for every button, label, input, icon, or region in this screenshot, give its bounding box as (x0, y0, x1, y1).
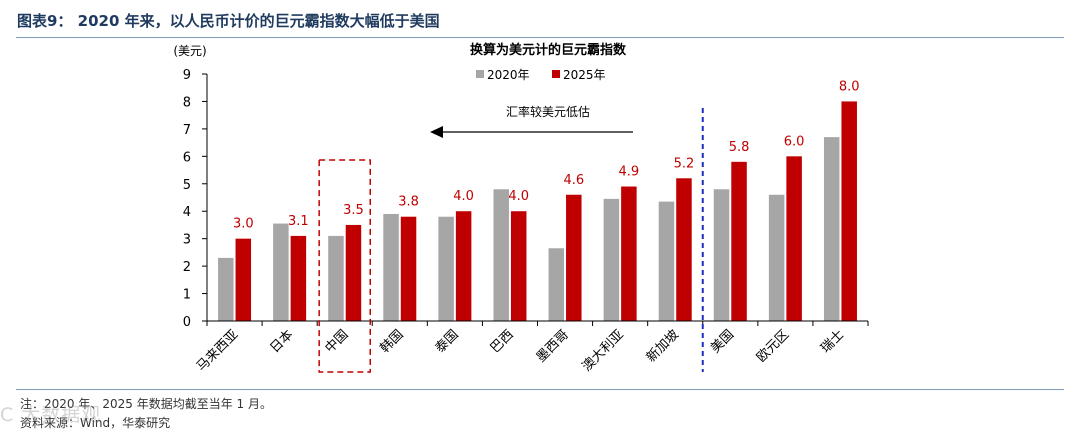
legend: 2020年 2025年 (476, 68, 606, 82)
x-tick-label: 韩国 (378, 327, 407, 356)
y-axis-label: (美元) (173, 44, 206, 58)
bar-2020 (603, 198, 620, 321)
x-tick-label: 墨西哥 (534, 327, 572, 365)
bar-2020 (218, 257, 234, 321)
y-tick-label: 9 (183, 68, 191, 83)
title-rule (16, 37, 1064, 38)
bar-2020 (768, 194, 785, 321)
arrow-annotation: 汇率较美元低估 (506, 104, 590, 119)
bar-2020 (328, 235, 344, 321)
y-tick-label: 5 (183, 178, 191, 193)
bar-2020 (823, 137, 840, 321)
x-tick-label: 美国 (708, 327, 737, 356)
y-tick-label: 7 (183, 123, 191, 138)
bar-2025 (290, 235, 307, 321)
y-tick-label: 1 (183, 288, 191, 303)
footer-rule (16, 389, 1064, 390)
bars: 3.0 3.1 3.5 3.8 4.0 4.0 4.6 4.9 5.2 5.8 6.0 8.0 (218, 79, 860, 321)
bar-2020 (548, 248, 565, 321)
legend-swatch (476, 70, 484, 78)
bar-2025 (786, 156, 802, 321)
data-label: 3.5 (343, 203, 364, 218)
arrow-head-icon (430, 126, 443, 138)
bar-2020 (383, 213, 399, 321)
bar-2025 (566, 194, 582, 321)
bar-2025 (510, 211, 527, 321)
data-label: 3.1 (288, 214, 309, 229)
y-tick-label: 2 (183, 260, 191, 275)
x-axis: 马来西亚 日本 中国 韩国 泰国 巴西 墨西哥 澳大利亚 新加坡 美国 欧元区 瑞士 (194, 320, 869, 375)
bar-2025 (621, 186, 637, 321)
data-label: 3.8 (398, 195, 419, 210)
bar-2020 (438, 216, 454, 321)
y-tick-label: 0 (183, 315, 191, 330)
x-tick-label: 日本 (267, 327, 296, 356)
legend-label: 2020年 (487, 68, 530, 82)
y-tick-label: 8 (183, 95, 191, 110)
bar-2025 (400, 216, 417, 321)
bar-2020 (273, 223, 289, 321)
source-note: 资料来源：Wind，华泰研究 (20, 416, 171, 430)
data-label: 8.0 (839, 79, 860, 94)
legend-swatch (552, 70, 560, 78)
x-tick-label: 澳大利亚 (579, 327, 627, 375)
bar-2025 (676, 178, 692, 321)
bar-2025 (731, 161, 747, 321)
watermark: C 大数据观 (0, 404, 102, 426)
data-label: 5.2 (674, 156, 695, 171)
y-tick-label: 3 (183, 233, 191, 248)
data-label: 4.6 (563, 173, 584, 188)
data-label: 5.8 (729, 140, 750, 155)
bar-2025 (235, 238, 252, 321)
annotations: 汇率较美元低估 (318, 104, 704, 373)
data-label: 6.0 (784, 134, 805, 149)
footnote: 注：2020 年、2025 年数据均截至当年 1 月。 (20, 397, 272, 411)
x-tick-label: 欧元区 (754, 327, 792, 365)
highlight-box (318, 159, 371, 373)
x-tick-label: 巴西 (488, 327, 517, 356)
y-tick-label: 6 (183, 150, 191, 165)
data-label: 3.0 (233, 217, 254, 232)
legend-label: 2025年 (563, 68, 606, 82)
bar-2025 (345, 224, 362, 321)
data-label: 4.0 (453, 189, 474, 204)
bar-2025 (841, 101, 857, 321)
x-tick-label: 马来西亚 (194, 327, 241, 374)
x-tick-label: 新加坡 (643, 327, 682, 366)
x-tick-label: 瑞士 (818, 327, 847, 356)
bar-2020 (493, 189, 509, 321)
x-tick-label: 泰国 (433, 327, 462, 356)
y-axis: 0 1 2 3 4 5 6 7 8 9 (183, 68, 208, 330)
x-tick-label: 中国 (323, 327, 352, 356)
bar-2020 (658, 201, 675, 321)
data-label: 4.0 (508, 189, 529, 204)
y-tick-label: 4 (183, 205, 191, 220)
data-label: 4.9 (619, 165, 640, 180)
bar-2025 (455, 211, 472, 321)
chart-title: 换算为美元计的巨元霸指数 (470, 42, 627, 58)
bar-chart: 换算为美元计的巨元霸指数 (美元) 2020年 2025年 0123456789 … (173, 42, 869, 375)
figure-title: 图表9： 2020 年来，以人民币计价的巨元霸指数大幅低于美国 (17, 12, 440, 30)
bar-2020 (713, 189, 730, 321)
